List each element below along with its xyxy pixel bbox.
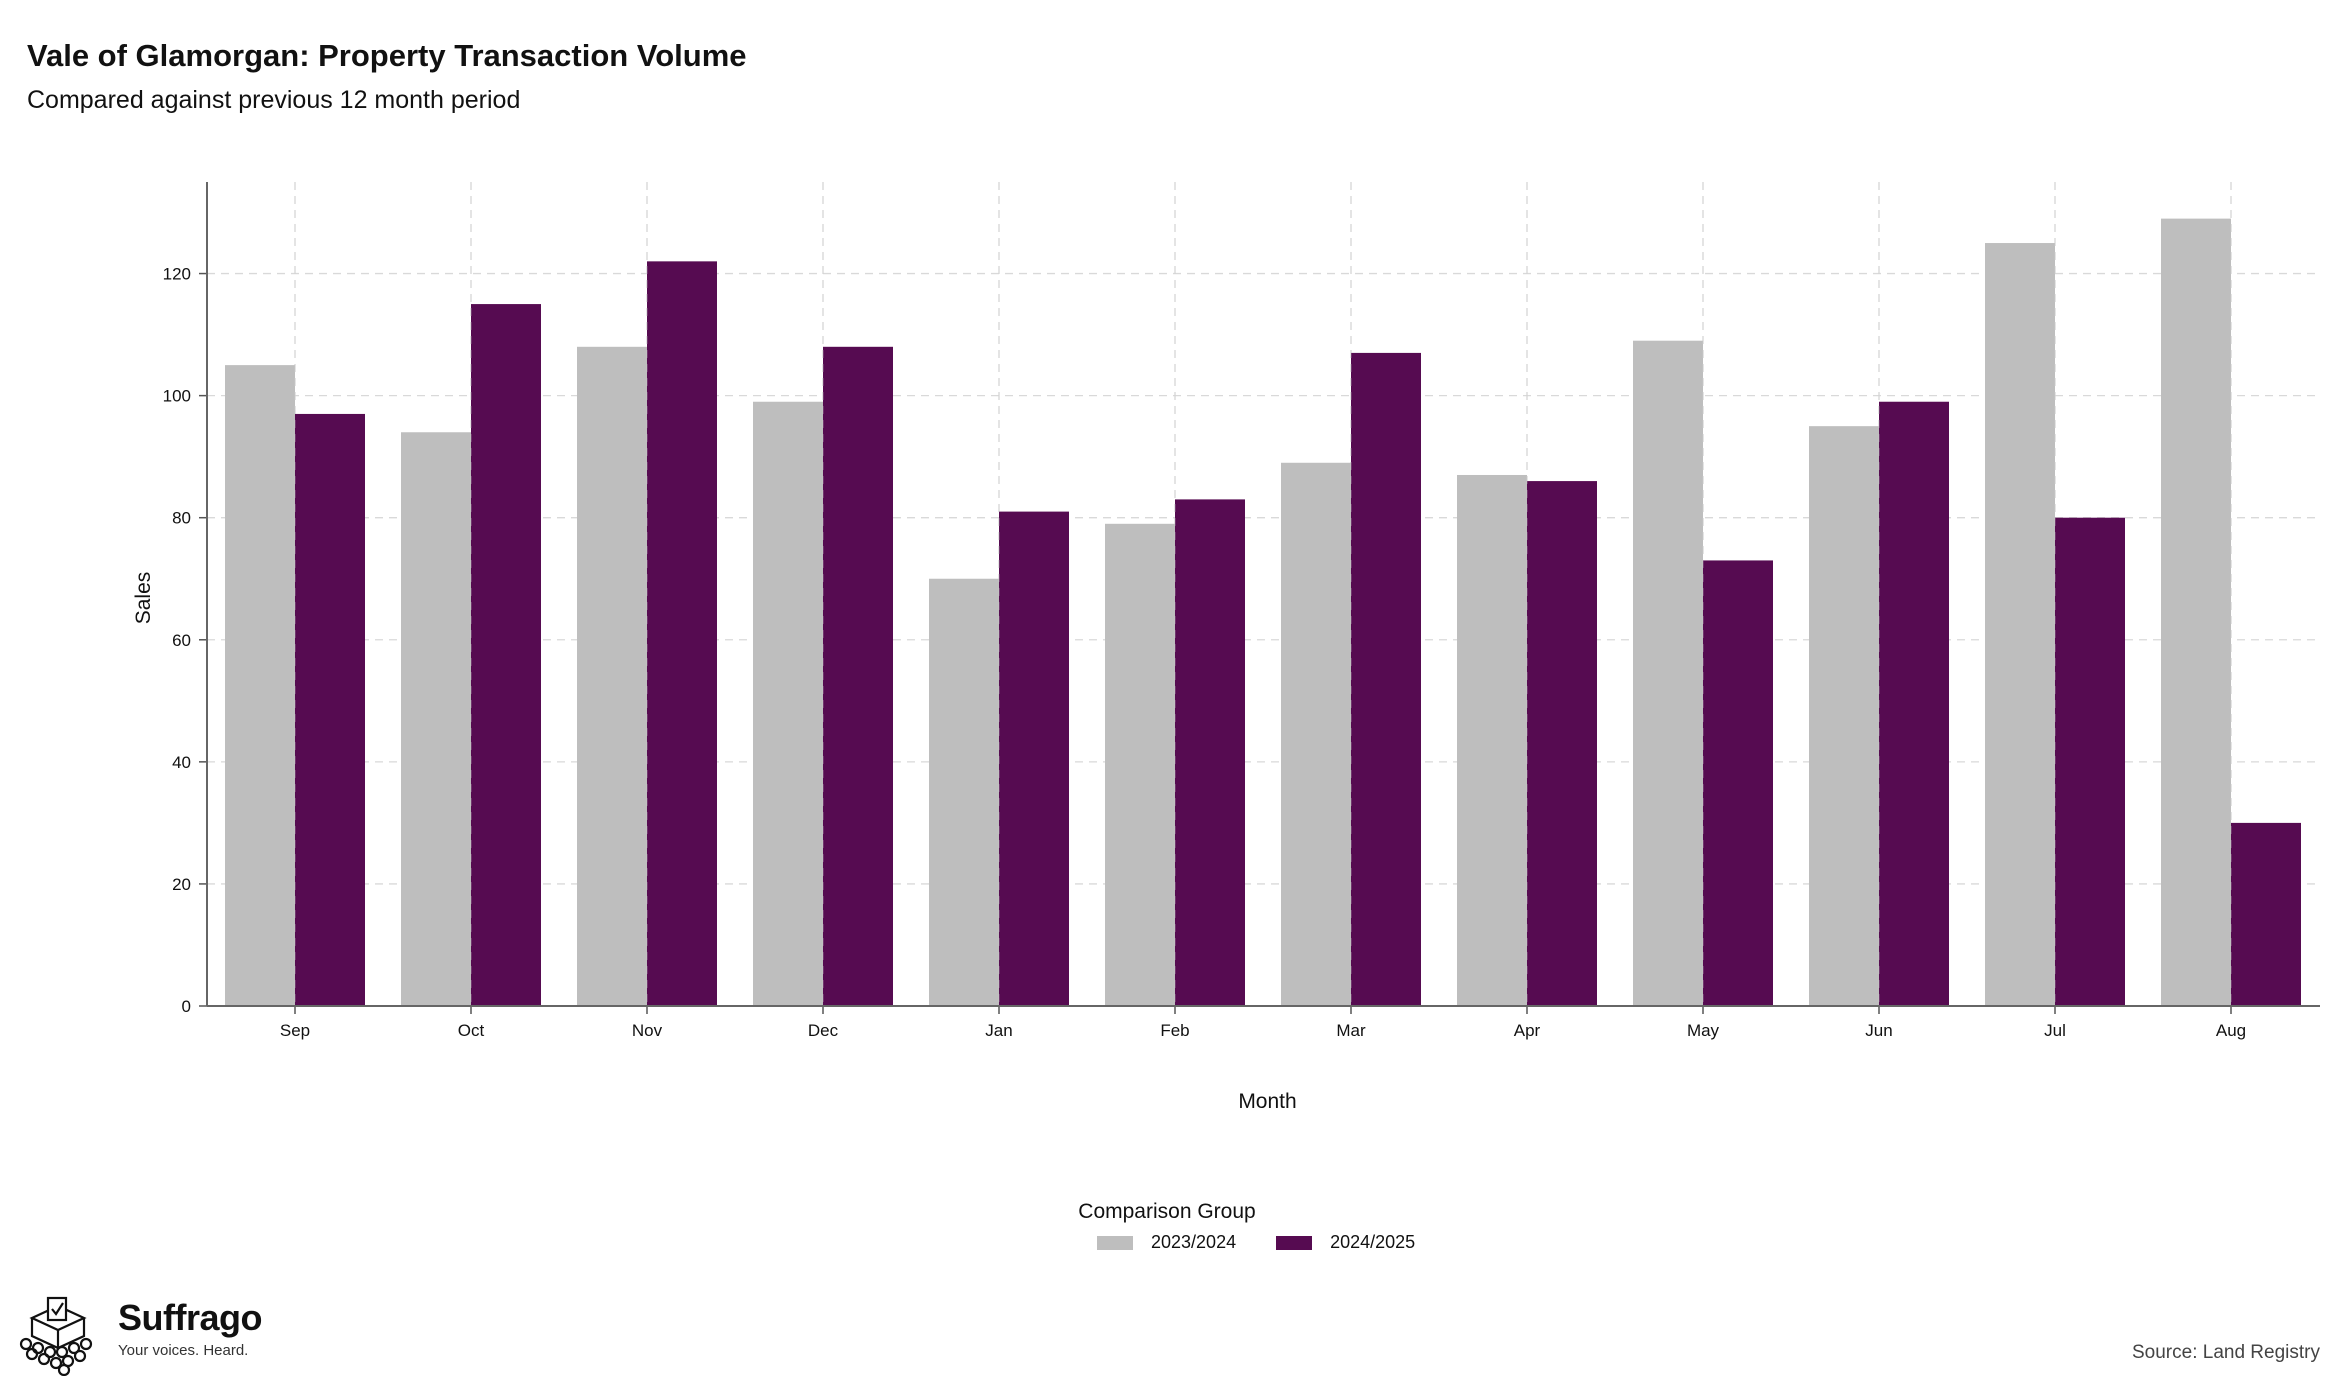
x-tick-label: Nov (632, 1021, 663, 1040)
bar-2024-2025-feb (1175, 499, 1245, 1006)
y-axis-title: Sales (132, 572, 155, 625)
legend-swatch-2024-2025 (1276, 1235, 1313, 1250)
y-tick-label: 40 (172, 753, 191, 772)
y-tick-label: 120 (163, 265, 191, 284)
bar-2024-2025-nov (647, 261, 717, 1006)
legend-item-2024-2025: 2024/2025 (1276, 1232, 1415, 1253)
x-tick-label: Oct (458, 1021, 485, 1040)
x-tick-label: Jun (1865, 1021, 1892, 1040)
x-tick-label: Feb (1160, 1021, 1189, 1040)
chart-subtitle: Compared against previous 12 month perio… (27, 86, 521, 114)
y-tick-label: 20 (172, 875, 191, 894)
bar-2024-2025-apr (1527, 481, 1597, 1006)
axes (199, 182, 2320, 1014)
bar-chart: 0 20 40 60 80 100 120 Sep Oct Nov Dec Jan Feb Mar Apr M… (132, 182, 2320, 1113)
bar-2023-2024-may (1633, 340, 1703, 1006)
bar-2023-2024-aug (2161, 218, 2231, 1007)
bars (225, 218, 2301, 1007)
legend-label-2024-2025: 2024/2025 (1330, 1232, 1416, 1252)
x-tick-label: Apr (1514, 1021, 1541, 1040)
legend-item-2023-2024: 2023/2024 (1097, 1232, 1236, 1253)
y-tick-label: 100 (163, 387, 191, 406)
legend: 2023/2024 2024/2025 (1097, 1232, 1455, 1253)
brand-name: Suffrago (118, 1297, 263, 1338)
chart-title: Vale of Glamorgan: Property Transaction … (27, 38, 747, 73)
bar-2024-2025-dec (823, 346, 893, 1006)
bar-2024-2025-mar (1351, 352, 1421, 1007)
bar-2023-2024-apr (1457, 474, 1527, 1006)
y-tick-label: 0 (182, 997, 191, 1016)
bar-2023-2024-jul (1985, 243, 2055, 1006)
source-note: Source: Land Registry (2132, 1342, 2320, 1363)
bar-2023-2024-dec (753, 401, 823, 1006)
x-tick-label: Sep (280, 1021, 310, 1040)
bar-2024-2025-oct (471, 304, 541, 1006)
ballot-box-icon (19, 1296, 93, 1376)
bar-2023-2024-nov (577, 346, 647, 1006)
legend-swatch-2023-2024 (1097, 1235, 1133, 1250)
brand-logo: Suffrago Your voices. Heard. (14, 1296, 263, 1376)
bar-2023-2024-jun (1809, 426, 1879, 1006)
brand-tagline: Your voices. Heard. (118, 1342, 249, 1359)
legend-label-2023-2024: 2023/2024 (1151, 1232, 1237, 1252)
bar-2023-2024-oct (401, 432, 471, 1007)
bar-2023-2024-jan (929, 578, 999, 1006)
x-axis-title: Month (1238, 1090, 1296, 1113)
x-tick-label: Jan (985, 1021, 1012, 1040)
x-tick-label: Aug (2216, 1021, 2246, 1040)
bar-2024-2025-jan (999, 511, 1069, 1006)
y-tick-label: 60 (172, 631, 191, 650)
legend-title: Comparison Group (1078, 1200, 1256, 1223)
x-tick-label: May (1687, 1021, 1720, 1040)
bar-2024-2025-sep (295, 413, 365, 1006)
bar-2024-2025-may (1703, 560, 1773, 1006)
bar-2024-2025-jun (1879, 401, 1949, 1006)
y-tick-label: 80 (172, 509, 191, 528)
bar-2023-2024-sep (225, 365, 295, 1007)
axis-labels: 0 20 40 60 80 100 120 Sep Oct Nov Dec Jan Feb Mar Apr M… (132, 265, 2246, 1113)
x-tick-label: Dec (808, 1021, 839, 1040)
bar-2024-2025-aug (2231, 822, 2301, 1006)
bar-2023-2024-mar (1281, 462, 1351, 1006)
x-tick-label: Mar (1336, 1021, 1366, 1040)
bar-2024-2025-jul (2055, 517, 2125, 1006)
bar-2023-2024-feb (1105, 523, 1175, 1006)
x-tick-label: Jul (2044, 1021, 2066, 1040)
